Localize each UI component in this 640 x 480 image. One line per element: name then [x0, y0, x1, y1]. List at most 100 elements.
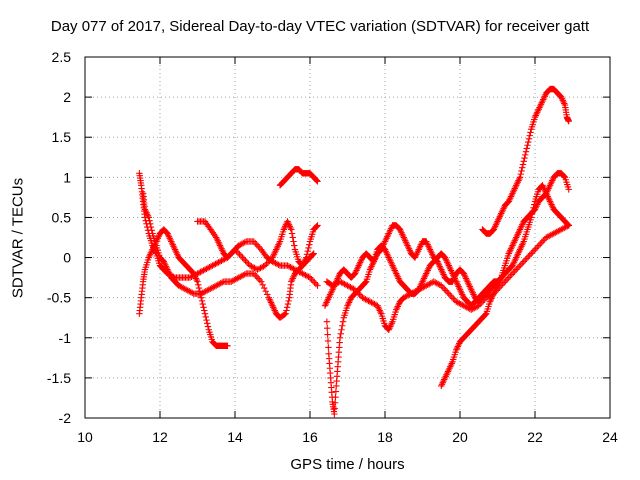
data-point — [325, 344, 332, 351]
data-point — [532, 245, 539, 252]
data-point — [519, 164, 526, 171]
x-tick-label: 10 — [77, 429, 93, 445]
data-point — [337, 330, 344, 337]
data-point — [237, 252, 245, 260]
series-track-7 — [321, 222, 501, 309]
data-point — [288, 230, 296, 237]
data-point — [195, 281, 202, 289]
data-point — [517, 261, 524, 268]
data-point — [252, 239, 259, 247]
data-point — [311, 279, 318, 286]
data-point — [236, 251, 243, 258]
data-point — [525, 135, 533, 143]
data-point — [520, 158, 527, 165]
x-tick-label: 12 — [152, 429, 168, 445]
data-point — [243, 259, 251, 266]
data-point — [518, 167, 525, 175]
data-point — [312, 280, 320, 288]
data-point — [239, 254, 246, 261]
data-point — [289, 234, 296, 241]
data-points — [136, 85, 572, 418]
data-point — [339, 318, 347, 325]
data-point — [224, 342, 231, 349]
series-track-9 — [438, 170, 572, 390]
data-point — [561, 173, 568, 180]
data-point — [526, 132, 533, 139]
data-point — [195, 284, 203, 292]
series-track-8 — [323, 222, 572, 333]
data-point — [331, 399, 339, 406]
data-point — [332, 393, 339, 401]
series-track-4 — [194, 218, 321, 273]
data-point — [313, 177, 320, 184]
data-point — [447, 292, 454, 299]
y-tick-label: 0 — [63, 250, 71, 266]
data-point — [441, 285, 448, 293]
data-point — [204, 320, 211, 327]
data-point — [519, 161, 527, 168]
data-point — [540, 237, 547, 244]
data-point — [525, 138, 532, 146]
data-point — [283, 307, 290, 314]
data-point — [444, 288, 451, 296]
data-point — [261, 284, 268, 292]
data-point — [516, 174, 524, 181]
data-point — [303, 254, 310, 261]
data-point — [523, 145, 530, 152]
data-point — [253, 273, 260, 281]
data-point — [332, 388, 340, 395]
data-point — [445, 290, 452, 297]
data-point — [262, 288, 269, 295]
data-point — [442, 287, 449, 294]
data-point — [516, 263, 523, 270]
data-point — [306, 241, 313, 248]
data-point — [314, 222, 321, 229]
data-point — [338, 326, 345, 333]
y-tick-label: 1.5 — [52, 129, 72, 145]
data-point — [200, 304, 207, 311]
data-point — [242, 257, 249, 264]
data-point — [148, 227, 155, 234]
data-point — [313, 223, 320, 230]
data-point — [309, 251, 317, 258]
data-point — [535, 242, 542, 249]
data-point — [565, 186, 572, 193]
data-point — [324, 324, 331, 332]
y-tick-label: 2.5 — [52, 49, 72, 65]
data-point — [146, 217, 153, 224]
series-track-5 — [276, 166, 321, 189]
data-point — [145, 214, 152, 221]
data-point — [199, 300, 206, 308]
data-point — [304, 247, 311, 255]
data-point — [201, 307, 208, 314]
data-point — [282, 310, 289, 317]
x-tick-label: 20 — [452, 429, 468, 445]
data-point — [147, 223, 155, 231]
data-point — [255, 275, 262, 282]
data-point — [303, 251, 311, 258]
data-point — [309, 277, 317, 285]
data-point — [288, 226, 295, 233]
data-point — [252, 272, 259, 279]
data-point — [517, 170, 524, 178]
data-point — [305, 244, 312, 252]
axis-ticks: 10 12 14 16 18 20 22 24 -2 -1.5 -1 -0.5 0 0.5 1 1.5 2 2.5 — [47, 49, 618, 445]
series-track-2 — [136, 226, 231, 349]
data-point — [290, 238, 297, 245]
data-point — [482, 311, 489, 318]
data-point — [291, 242, 298, 249]
data-point — [204, 323, 212, 330]
x-tick-label: 16 — [302, 429, 318, 445]
data-point — [538, 239, 545, 246]
data-point — [565, 117, 572, 125]
data-point — [219, 279, 226, 286]
data-point — [339, 322, 346, 329]
data-point — [521, 154, 528, 162]
data-point — [525, 253, 532, 260]
chart-title: Day 077 of 2017, Sidereal Day-to-day VTE… — [50, 18, 590, 35]
x-tick-label: 22 — [527, 429, 543, 445]
data-point — [522, 256, 529, 264]
y-tick-label: -0.5 — [47, 290, 71, 306]
data-point — [331, 405, 338, 412]
